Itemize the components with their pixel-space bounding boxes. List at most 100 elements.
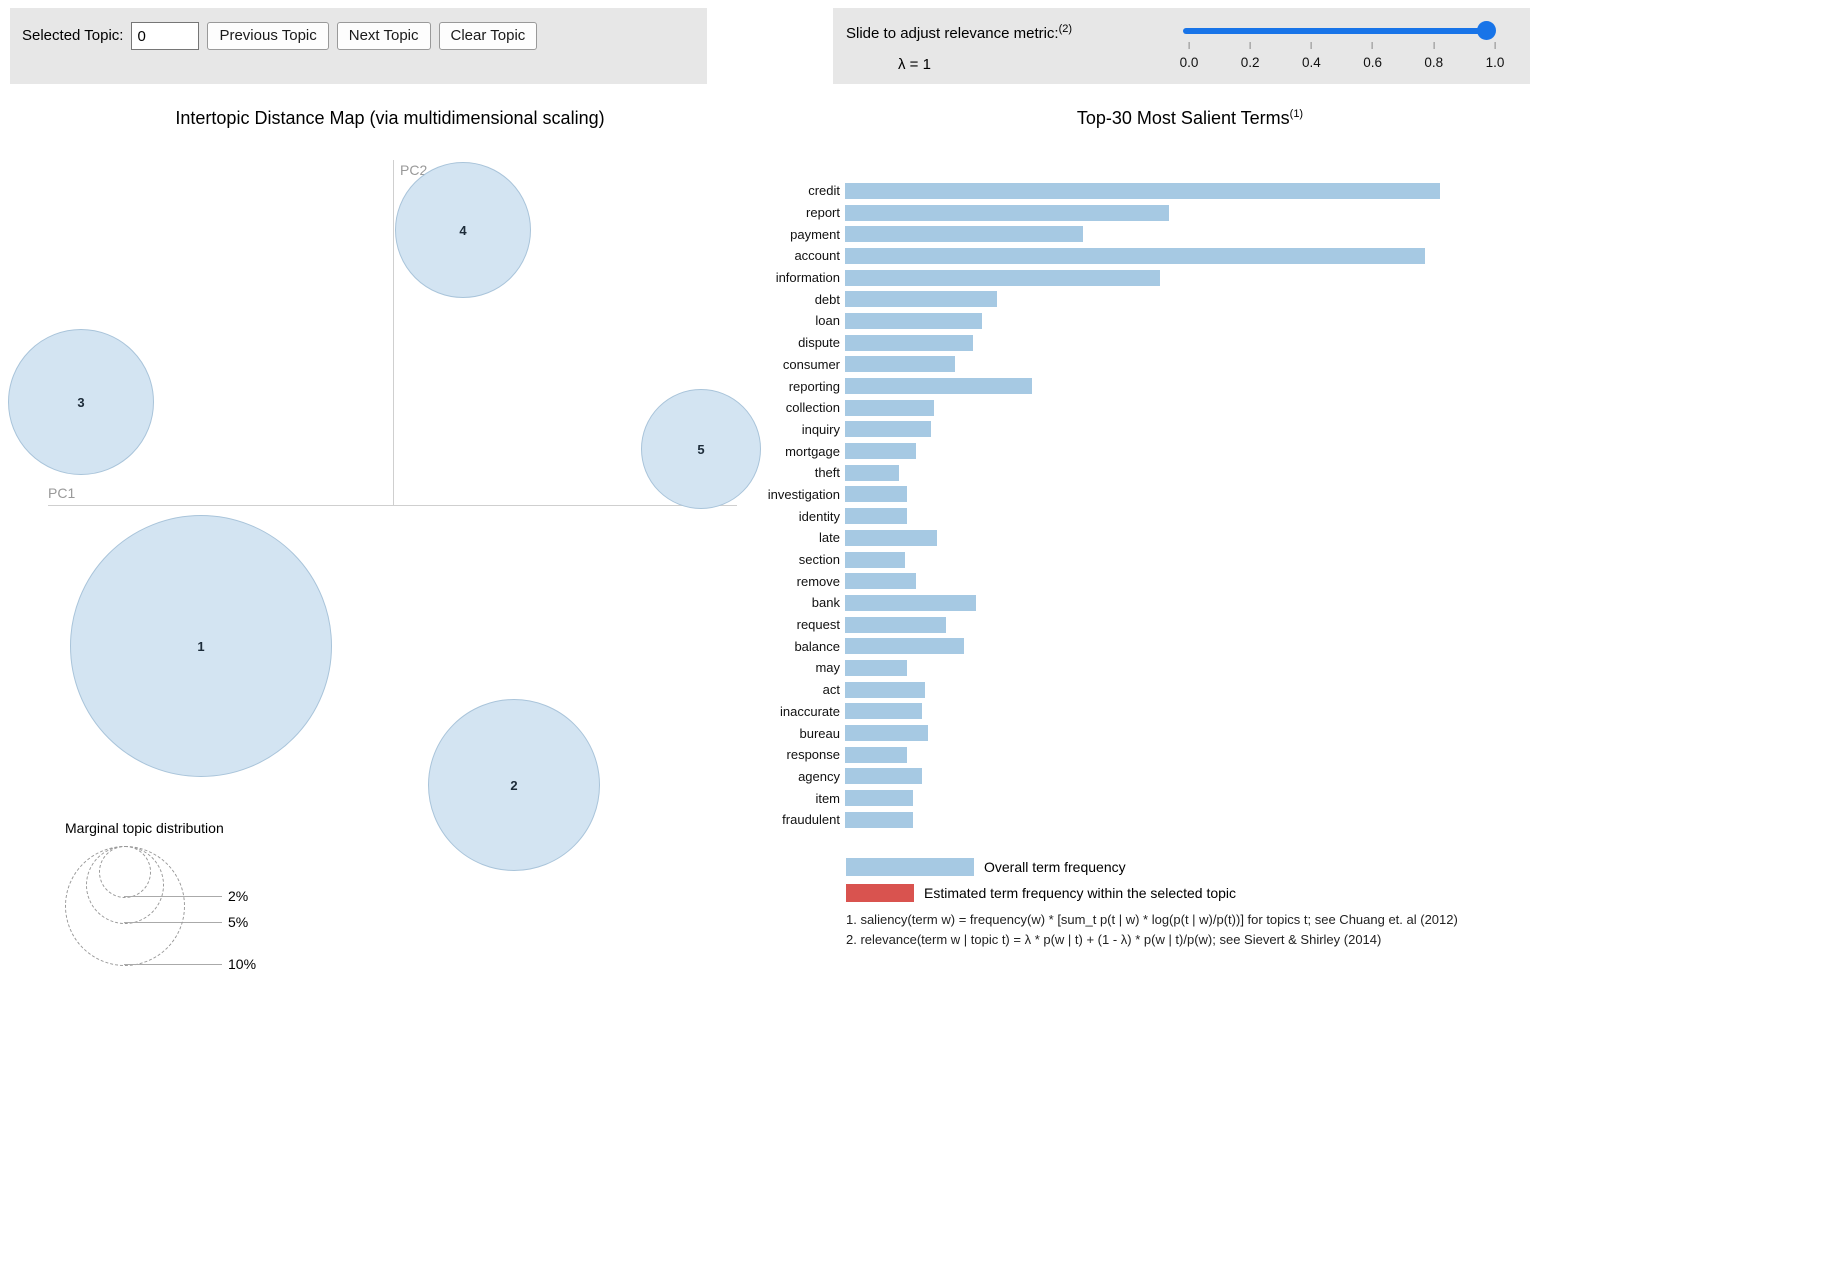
slider-tick: 0.4 — [1302, 42, 1321, 70]
term-frequency-bar[interactable] — [845, 681, 926, 698]
term-frequency-bar[interactable] — [845, 659, 908, 676]
legend-row: Overall term frequency — [846, 858, 1236, 876]
term-row[interactable]: item — [685, 787, 1440, 809]
term-row[interactable]: collection — [685, 397, 1440, 419]
relevance-slider-thumb[interactable] — [1477, 21, 1496, 40]
term-row[interactable]: loan — [685, 310, 1440, 332]
term-frequency-bar[interactable] — [845, 529, 938, 546]
term-row[interactable]: report — [685, 202, 1440, 224]
term-frequency-bar[interactable] — [845, 508, 908, 525]
marginal-size-circle — [65, 846, 185, 966]
term-label: fraudulent — [782, 812, 840, 828]
term-label: account — [794, 248, 840, 264]
term-label: act — [822, 682, 840, 698]
term-row[interactable]: agency — [685, 766, 1440, 788]
term-label: reporting — [788, 378, 840, 394]
term-frequency-bar[interactable] — [845, 356, 956, 373]
previous-topic-button[interactable]: Previous Topic — [207, 22, 329, 50]
term-frequency-bar[interactable] — [845, 464, 899, 481]
term-frequency-bar[interactable] — [845, 768, 923, 785]
term-row[interactable]: response — [685, 744, 1440, 766]
pc1-axis-label: PC1 — [48, 485, 76, 501]
term-row[interactable]: inaccurate — [685, 701, 1440, 723]
topic-circle-4[interactable]: 4 — [395, 162, 531, 298]
term-row[interactable]: investigation — [685, 484, 1440, 506]
slider-tick-mark — [1433, 42, 1435, 49]
topic-circle-1[interactable]: 1 — [70, 515, 332, 777]
term-frequency-bar[interactable] — [845, 334, 973, 351]
topic-number: 2 — [510, 777, 518, 793]
slider-tick: 1.0 — [1486, 42, 1504, 70]
term-row[interactable]: request — [685, 614, 1440, 636]
pc2-axis-line — [393, 160, 394, 505]
intertopic-map-title: Intertopic Distance Map (via multidimens… — [175, 108, 605, 128]
clear-topic-button[interactable]: Clear Topic — [438, 22, 538, 50]
slider-tick-label: 0.2 — [1240, 55, 1260, 70]
term-frequency-bar[interactable] — [845, 312, 982, 329]
term-label: balance — [794, 638, 840, 654]
term-row[interactable]: inquiry — [685, 419, 1440, 441]
term-frequency-bar[interactable] — [845, 399, 935, 416]
term-row[interactable]: late — [685, 527, 1440, 549]
term-frequency-bar[interactable] — [845, 746, 908, 763]
term-frequency-bar[interactable] — [845, 486, 908, 503]
slider-tick-mark — [1494, 42, 1496, 49]
term-row[interactable]: bank — [685, 592, 1440, 614]
term-row[interactable]: payment — [685, 223, 1440, 245]
term-frequency-bar[interactable] — [845, 551, 905, 568]
term-row[interactable]: consumer — [685, 354, 1440, 376]
term-frequency-bar[interactable] — [845, 443, 917, 460]
next-topic-button[interactable]: Next Topic — [336, 22, 431, 50]
term-row[interactable]: debt — [685, 288, 1440, 310]
term-row[interactable]: dispute — [685, 332, 1440, 354]
term-frequency-bar[interactable] — [845, 725, 929, 742]
legend-label: Estimated term frequency within the sele… — [924, 885, 1237, 901]
term-frequency-bar[interactable] — [845, 182, 1440, 199]
term-label: mortgage — [785, 443, 840, 459]
term-frequency-bar[interactable] — [845, 378, 1033, 395]
selected-topic-input[interactable] — [131, 22, 200, 50]
footnotes: 1. saliency(term w) = frequency(w) * [su… — [846, 910, 1458, 950]
slider-tick: 0.2 — [1241, 42, 1260, 70]
term-frequency-bar[interactable] — [845, 616, 947, 633]
topic-circle-5[interactable]: 5 — [641, 389, 761, 509]
relevance-metric-label: Slide to adjust relevance metric:(2) — [846, 23, 1072, 42]
term-row[interactable]: remove — [685, 570, 1440, 592]
term-frequency-bar[interactable] — [845, 703, 923, 720]
slider-tick-mark — [1249, 42, 1251, 49]
topic-circle-3[interactable]: 3 — [8, 329, 154, 475]
term-row[interactable]: may — [685, 657, 1440, 679]
term-row[interactable]: section — [685, 549, 1440, 571]
term-frequency-bar[interactable] — [845, 421, 932, 438]
slider-tick-label: 0.4 — [1302, 55, 1321, 70]
topic-circle-2[interactable]: 2 — [428, 699, 600, 871]
term-frequency-bar[interactable] — [845, 790, 914, 807]
term-frequency-bar[interactable] — [845, 226, 1083, 243]
term-row[interactable]: bureau — [685, 722, 1440, 744]
term-frequency-bar[interactable] — [845, 811, 914, 828]
slider-tick: 0.6 — [1363, 42, 1382, 70]
relevance-slider-track[interactable] — [1183, 28, 1495, 34]
term-row[interactable]: account — [685, 245, 1440, 267]
term-frequency-bar[interactable] — [845, 247, 1426, 264]
marginal-size-label: 5% — [228, 914, 249, 930]
term-row[interactable]: information — [685, 267, 1440, 289]
term-frequency-bar[interactable] — [845, 291, 997, 308]
term-row[interactable]: theft — [685, 462, 1440, 484]
term-row[interactable]: reporting — [685, 375, 1440, 397]
term-row[interactable]: mortgage — [685, 440, 1440, 462]
term-row[interactable]: act — [685, 679, 1440, 701]
term-label: item — [815, 790, 840, 806]
term-frequency-bar[interactable] — [845, 594, 976, 611]
term-frequency-bar[interactable] — [845, 204, 1170, 221]
term-row[interactable]: credit — [685, 180, 1440, 202]
term-label: response — [786, 747, 840, 763]
pc1-axis-line — [48, 505, 737, 506]
term-row[interactable]: balance — [685, 635, 1440, 657]
term-frequency-bar[interactable] — [845, 269, 1161, 286]
term-label: payment — [790, 226, 840, 242]
term-row[interactable]: identity — [685, 505, 1440, 527]
term-frequency-bar[interactable] — [845, 638, 964, 655]
term-row[interactable]: fraudulent — [685, 809, 1440, 831]
term-frequency-bar[interactable] — [845, 573, 917, 590]
